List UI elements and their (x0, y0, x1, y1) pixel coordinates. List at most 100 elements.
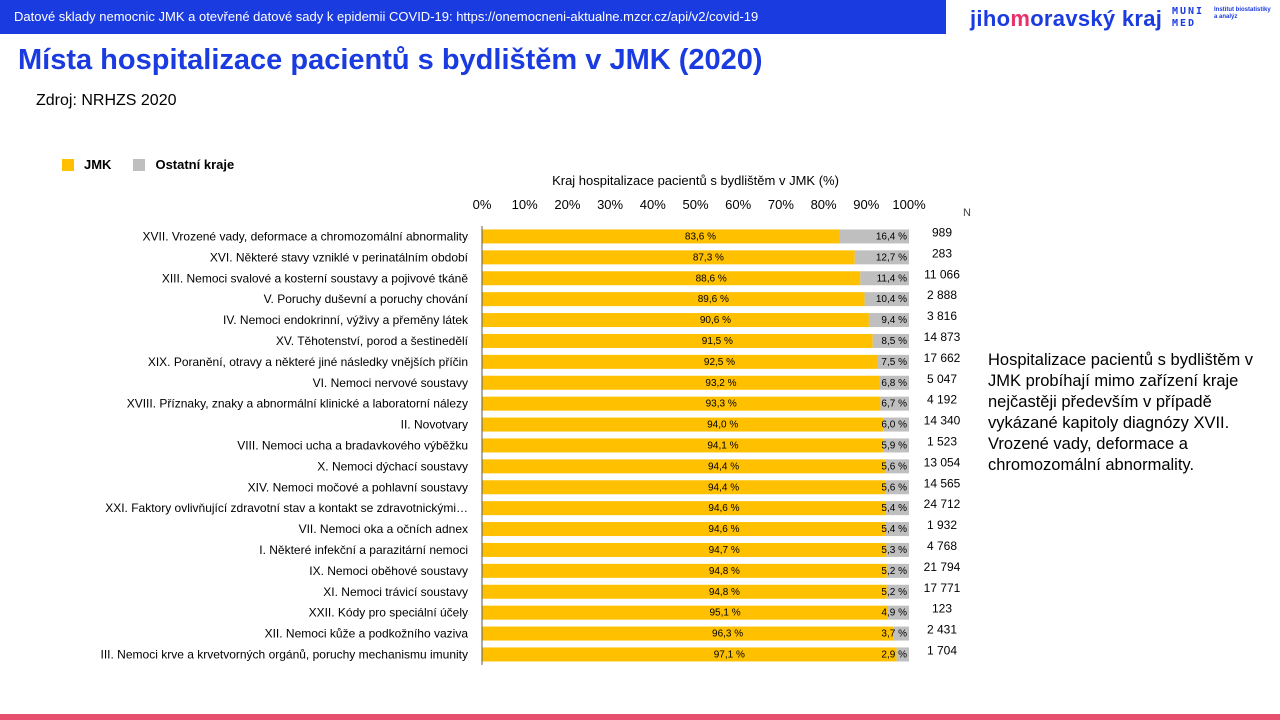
category-label: XXI. Faktory ovlivňující zdravotní stav … (105, 501, 468, 515)
bar-jmk (482, 417, 884, 432)
category-label: XIII. Nemoci svalové a kosterní soustavy… (162, 271, 468, 285)
n-value: 11 066 (924, 267, 960, 281)
n-value: 17 771 (924, 581, 961, 595)
category-label: XVI. Některé stavy vzniklé v perinatální… (210, 250, 469, 264)
bar-other-regions (838, 229, 909, 244)
bar-jmk (482, 542, 887, 557)
muni-med-logo: MUNI MED (1172, 6, 1202, 30)
n-value: 1 932 (927, 518, 957, 532)
data-label-jmk: 88,6 % (696, 273, 727, 284)
data-label-jmk: 96,3 % (712, 629, 743, 640)
n-value: 5 047 (927, 372, 957, 386)
bar-jmk (482, 229, 839, 244)
x-tick-label: 100% (892, 197, 926, 212)
n-column-header: N (963, 207, 971, 219)
bar-jmk (482, 647, 897, 662)
data-label-jmk: 94,7 % (709, 545, 740, 556)
x-tick-label: 10% (512, 197, 538, 212)
data-label-jmk: 89,6 % (698, 294, 729, 305)
legend-label-other: Ostatní kraje (155, 157, 235, 172)
data-label-other: 5,6 % (881, 461, 907, 472)
bar-other-regions (854, 250, 909, 265)
bar-other-regions (868, 313, 909, 328)
x-tick-label: 80% (811, 197, 837, 212)
bar-jmk (482, 522, 886, 537)
jmk-logo-part-2: m (1010, 6, 1031, 31)
data-label-other: 4,9 % (881, 608, 907, 619)
n-value: 14 340 (924, 414, 961, 428)
n-value: 2 431 (927, 623, 957, 637)
bar-other-regions (885, 522, 909, 537)
banner-text: Datové sklady nemocnic JMK a otevřené da… (14, 9, 759, 24)
data-label-other: 10,4 % (876, 294, 907, 305)
legend-item-other: Ostatní kraje (133, 157, 234, 172)
data-label-jmk: 92,5 % (704, 357, 735, 368)
data-label-other: 5,6 % (881, 482, 907, 493)
data-label-other: 9,4 % (881, 315, 907, 326)
data-label-jmk: 94,8 % (709, 587, 740, 598)
n-value: 1 704 (927, 643, 957, 657)
bar-jmk (482, 250, 855, 265)
bar-other-regions (896, 647, 909, 662)
data-label-jmk: 94,6 % (708, 524, 739, 535)
category-label: IV. Nemoci endokrinní, výživy a přeměny … (223, 313, 469, 327)
category-label: XVIII. Příznaky, znaky a abnormální klin… (127, 397, 468, 411)
category-label: III. Nemoci krve a krvetvorných orgánů, … (101, 647, 468, 661)
n-value: 24 712 (924, 497, 961, 511)
n-value: 21 794 (924, 560, 961, 574)
n-value: 1 523 (927, 434, 957, 448)
n-value: 17 662 (924, 351, 961, 365)
bar-other-regions (872, 333, 909, 348)
bar-other-regions (886, 563, 909, 578)
institute-logo-text: Institut biostatistiky a analýz (1214, 7, 1271, 20)
bar-jmk (482, 313, 869, 328)
bar-jmk (482, 605, 889, 620)
jmk-logo-part-3: oravský kraj (1030, 6, 1163, 31)
n-value: 13 054 (924, 455, 961, 469)
n-value: 3 816 (927, 309, 957, 323)
bar-other-regions (864, 292, 909, 307)
category-label: XII. Nemoci kůže a podkožního vaziva (265, 627, 469, 641)
page-title: Místa hospitalizace pacientů s bydlištěm… (18, 44, 763, 76)
bar-jmk (482, 354, 877, 369)
data-label-jmk: 91,5 % (702, 336, 733, 347)
bar-jmk (482, 480, 886, 495)
bar-other-regions (879, 375, 909, 390)
category-label: II. Novotvary (401, 418, 468, 432)
bar-jmk (482, 271, 861, 286)
category-label: XIX. Poranění, otravy a některé jiné nás… (148, 355, 468, 369)
data-label-other: 5,4 % (881, 503, 907, 514)
legend-label-jmk: JMK (84, 157, 112, 172)
chart-title: Kraj hospitalizace pacientů s bydlištěm … (552, 173, 839, 188)
chart-legend: JMK Ostatní kraje (62, 157, 256, 172)
x-tick-label: 90% (853, 197, 879, 212)
bar-other-regions (888, 605, 909, 620)
bar-jmk (482, 563, 887, 578)
note-text: Hospitalizace pacientů s bydlištěm v JMK… (988, 351, 1254, 474)
muni-logo-bottom: MED (1172, 18, 1197, 29)
data-label-other: 8,5 % (881, 336, 907, 347)
bar-other-regions (885, 501, 909, 516)
data-label-other: 11,4 % (877, 273, 907, 284)
data-label-jmk: 93,3 % (706, 399, 737, 410)
category-label: XI. Nemoci trávicí soustavy (323, 585, 468, 599)
bar-jmk (482, 501, 886, 516)
bar-other-regions (893, 626, 909, 641)
category-label: V. Poruchy duševní a poruchy chování (264, 292, 469, 306)
category-label: X. Nemoci dýchací soustavy (317, 459, 468, 473)
n-value: 4 768 (927, 539, 957, 553)
bar-jmk (482, 626, 894, 641)
bar-other-regions (886, 542, 909, 557)
data-label-jmk: 94,6 % (708, 503, 739, 514)
data-label-other: 5,2 % (881, 566, 907, 577)
bar-other-regions (885, 459, 909, 474)
category-label: VI. Nemoci nervové soustavy (313, 376, 468, 390)
category-label: IX. Nemoci oběhové soustavy (309, 564, 468, 578)
data-label-other: 5,3 % (881, 545, 907, 556)
data-label-jmk: 90,6 % (700, 315, 731, 326)
x-tick-label: 0% (473, 197, 492, 212)
x-tick-label: 70% (768, 197, 794, 212)
data-label-jmk: 94,0 % (707, 420, 738, 431)
data-label-other: 6,8 % (881, 378, 907, 389)
legend-item-jmk: JMK (62, 157, 111, 172)
